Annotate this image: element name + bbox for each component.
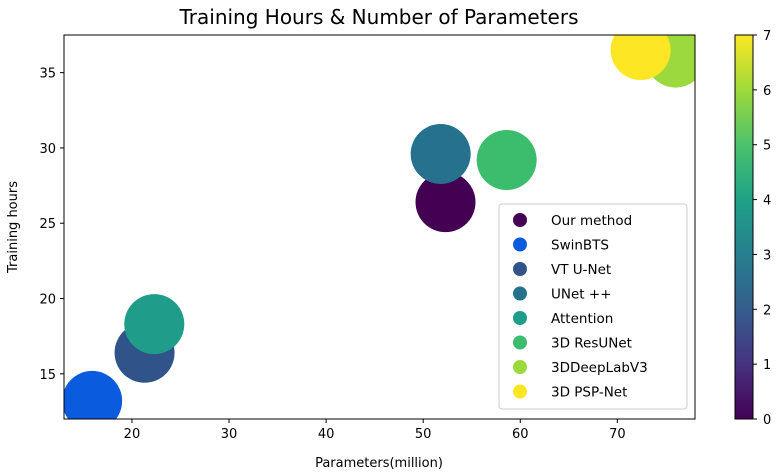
- legend-marker: [513, 286, 527, 301]
- marker-swinbts: [64, 370, 123, 419]
- marker-our-method: [415, 172, 476, 233]
- colorbar-tick-label: 1: [763, 358, 771, 373]
- x-tick-label: 30: [221, 427, 238, 442]
- legend-label: SwinBTS: [551, 238, 609, 254]
- legend-label: Our method: [551, 213, 632, 229]
- legend-label: Attention: [551, 311, 613, 327]
- legend-marker: [513, 311, 527, 325]
- x-tick-label: 70: [609, 427, 626, 442]
- marker-unet: [410, 123, 471, 184]
- legend-label: 3D PSP-Net: [551, 385, 627, 401]
- legend-marker: [513, 262, 527, 276]
- y-tick-label: 25: [39, 217, 56, 232]
- colorbar-tick-label: 7: [763, 29, 771, 44]
- plot-frame: [63, 34, 696, 420]
- colorbar-tick-label: 6: [763, 84, 771, 99]
- x-tick-label: 40: [318, 427, 335, 442]
- x-tick-label: 60: [512, 427, 529, 442]
- legend-marker: [513, 384, 527, 399]
- marker-3d-resunet: [476, 129, 537, 190]
- colorbar-tick-label: 4: [763, 194, 771, 209]
- x-tick-label: 50: [415, 427, 432, 442]
- chart-title: Training Hours & Number of Parameters: [179, 5, 579, 29]
- y-axis: 15 20 25 30 35: [39, 67, 64, 383]
- legend-label: 3D ResUNet: [551, 336, 632, 352]
- colorbar-tick-label: 2: [763, 303, 771, 318]
- y-tick-label: 30: [39, 142, 56, 157]
- colorbar-gradient: [734, 34, 754, 420]
- marker-attention: [124, 294, 185, 355]
- legend-box: [498, 203, 688, 410]
- legend-label: UNet ++: [551, 287, 612, 303]
- colorbar-tick-label: 5: [763, 139, 771, 154]
- y-tick-label: 20: [39, 293, 56, 308]
- marker-3d-psp-net: [610, 35, 671, 81]
- marker-layer: [64, 35, 695, 419]
- x-tick-label: 20: [124, 427, 141, 442]
- colorbar-tick-label: 3: [763, 248, 771, 263]
- y-tick-label: 35: [39, 67, 56, 82]
- x-axis: 20 30 40 50 60 70: [124, 419, 626, 442]
- legend-marker: [513, 360, 527, 374]
- legend-label: 3DDeepLabV3: [551, 360, 648, 376]
- x-axis-label: Parameters(million): [315, 456, 443, 471]
- legend-marker: [513, 335, 527, 350]
- legend: Our method SwinBTS VT U-Net UNet ++ Attentio…: [498, 203, 688, 410]
- colorbar-tick-label: 0: [763, 413, 771, 428]
- legend-marker: [513, 213, 527, 227]
- y-tick-label: 15: [39, 368, 56, 383]
- legend-label: VT U-Net: [551, 262, 611, 278]
- colorbar: 0 1 2 3 4 5 6 7: [734, 29, 771, 428]
- legend-marker: [513, 237, 527, 252]
- y-axis-label: Training hours: [6, 181, 21, 274]
